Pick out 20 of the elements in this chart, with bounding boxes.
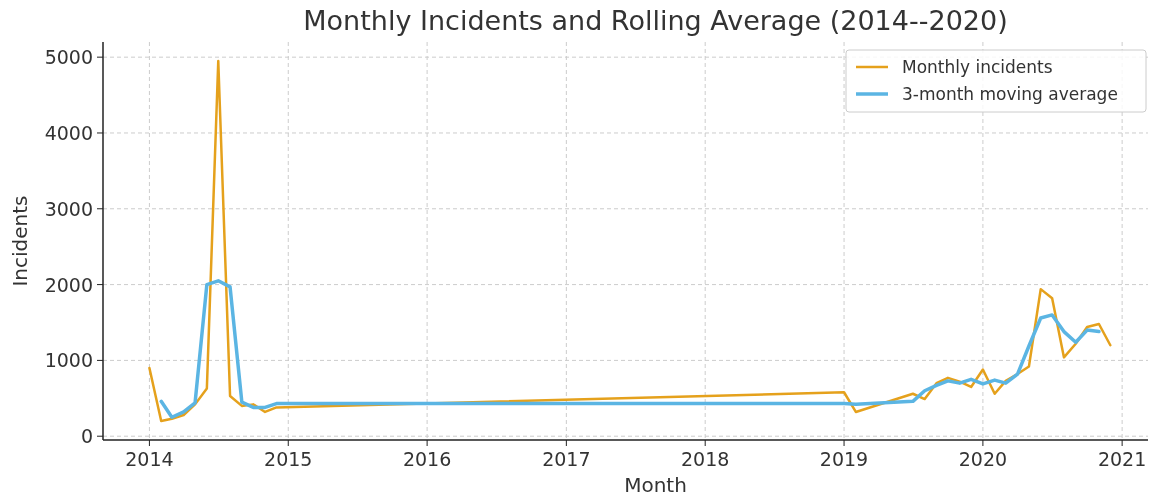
x-tick-label: 2017	[542, 448, 591, 470]
x-tick-label: 2018	[681, 448, 730, 470]
chart-title: Monthly Incidents and Rolling Average (2014--2020)	[303, 5, 1008, 36]
y-tick-label: 0	[80, 425, 93, 448]
x-tick-label: 2019	[819, 448, 869, 470]
x-tick-label: 2021	[1097, 448, 1147, 470]
legend-label: 3-month moving average	[902, 84, 1118, 104]
x-tick-label: 2016	[402, 448, 452, 470]
legend-label: Monthly incidents	[902, 57, 1053, 77]
y-tick-label: 2000	[44, 273, 93, 296]
y-tick-label: 3000	[44, 197, 93, 220]
x-tick-label: 2015	[264, 448, 313, 470]
line-series	[159, 279, 1101, 420]
x-tick-label: 2014	[125, 448, 174, 470]
y-tick-label: 4000	[44, 121, 93, 144]
y-tick-label: 1000	[44, 349, 93, 372]
y-axis-title: Incidents	[8, 195, 32, 287]
x-axis-title: Month	[624, 473, 687, 497]
y-tick-label: 5000	[44, 46, 93, 69]
x-tick-label: 2020	[958, 448, 1008, 470]
